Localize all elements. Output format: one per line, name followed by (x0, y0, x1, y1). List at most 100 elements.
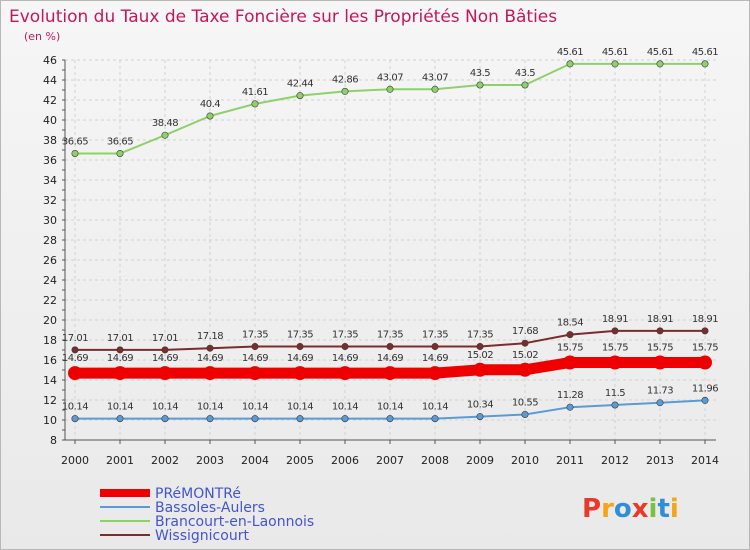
grid-layer (65, 59, 716, 441)
x-tick-label: 2009 (466, 454, 494, 467)
data-label: 17.01 (152, 333, 178, 344)
data-label: 17.18 (197, 331, 223, 342)
data-label: 15.02 (512, 350, 538, 361)
data-point (701, 396, 709, 404)
data-label: 17.35 (287, 330, 313, 341)
y-tick-label: 36 (43, 154, 57, 167)
data-point (428, 366, 442, 381)
data-label: 17.35 (332, 330, 358, 341)
data-point (476, 342, 484, 350)
data-point (386, 342, 394, 350)
data-label: 10.14 (377, 402, 403, 413)
data-label: 18.91 (602, 314, 628, 325)
data-point (68, 366, 82, 381)
data-point (71, 346, 79, 354)
data-point (296, 342, 304, 350)
data-point (161, 346, 169, 354)
data-label: 43.07 (377, 72, 403, 83)
data-point (251, 415, 259, 423)
data-label: 10.14 (242, 402, 268, 413)
data-label: 15.75 (647, 343, 673, 354)
data-label: 18.54 (557, 318, 583, 329)
data-point (71, 150, 79, 158)
data-label: 17.01 (62, 333, 88, 344)
data-label: 36.65 (62, 137, 88, 148)
data-point (608, 355, 622, 370)
data-label: 11.73 (647, 386, 673, 397)
data-label-layer: 36.65 36.65 38.48 40.4 41.61 42.44 42.86 43.07 4… (62, 47, 719, 413)
data-point (698, 355, 712, 370)
y-tick-label: 44 (43, 74, 57, 87)
data-point (431, 85, 439, 93)
proxiti-logo: Proxiti (582, 494, 679, 524)
data-point (611, 60, 619, 68)
data-label: 18.91 (647, 314, 673, 325)
data-point (473, 362, 487, 377)
data-point (656, 399, 664, 407)
data-label: 10.14 (62, 402, 88, 413)
data-label: 10.55 (512, 398, 538, 409)
data-point (518, 362, 532, 377)
data-point (341, 342, 349, 350)
logo-wordmark: Proxiti (582, 494, 679, 524)
data-label: 11.5 (605, 388, 625, 399)
data-label: 10.14 (332, 402, 358, 413)
x-tick-label: 2002 (151, 454, 179, 467)
axis-layer: 8 10 12 14 16 18 20 22 24 26 28 30 32 34 36 38 40 42 44 46 2… (43, 54, 719, 467)
data-point (701, 327, 709, 335)
x-tick-label: 2010 (511, 454, 539, 467)
data-point (116, 415, 124, 423)
data-label: 36.65 (107, 137, 133, 148)
data-point (116, 346, 124, 354)
logo-letter: r (601, 494, 614, 524)
data-point (521, 339, 529, 347)
data-point (251, 342, 259, 350)
logo-letter: P (582, 494, 601, 524)
data-point (341, 415, 349, 423)
y-tick-label: 28 (43, 234, 57, 247)
data-point (206, 415, 214, 423)
data-point (338, 366, 352, 381)
data-label: 14.69 (422, 353, 448, 364)
data-label: 10.14 (422, 402, 448, 413)
x-tick-label: 2013 (646, 454, 674, 467)
data-label: 10.14 (197, 402, 223, 413)
data-point (206, 112, 214, 120)
legend-label: Wissignicourt (155, 528, 249, 544)
data-point (701, 60, 709, 68)
legend-label: Bassoles-Aulers (155, 500, 265, 516)
logo-letter: x (632, 494, 649, 524)
data-label: 10.34 (467, 400, 493, 411)
data-point (386, 85, 394, 93)
data-point (431, 342, 439, 350)
data-point (566, 403, 574, 411)
y-tick-label: 12 (43, 394, 57, 407)
x-tick-label: 2012 (601, 454, 629, 467)
data-point (431, 415, 439, 423)
data-point (206, 344, 214, 352)
x-tick-label: 2004 (241, 454, 269, 467)
data-label: 10.14 (107, 402, 133, 413)
data-label: 45.61 (647, 47, 673, 58)
y-tick-label: 30 (43, 214, 57, 227)
data-point (293, 366, 307, 381)
x-tick-label: 2011 (556, 454, 584, 467)
data-point (158, 366, 172, 381)
x-tick-label: 2000 (61, 454, 89, 467)
x-tick-label: 2014 (691, 454, 719, 467)
data-point (296, 415, 304, 423)
data-point (656, 327, 664, 335)
data-label: 15.02 (467, 350, 493, 361)
data-label: 38.48 (152, 118, 178, 129)
data-point (203, 366, 217, 381)
data-label: 11.28 (557, 390, 583, 401)
data-label: 10.14 (152, 402, 178, 413)
y-tick-label: 14 (43, 374, 57, 387)
logo-letter: i (649, 494, 658, 524)
data-label: 14.69 (332, 353, 358, 364)
data-point (386, 415, 394, 423)
y-tick-label: 32 (43, 194, 57, 207)
data-label: 11.96 (692, 383, 718, 394)
data-point (611, 401, 619, 409)
data-label: 14.69 (62, 353, 88, 364)
